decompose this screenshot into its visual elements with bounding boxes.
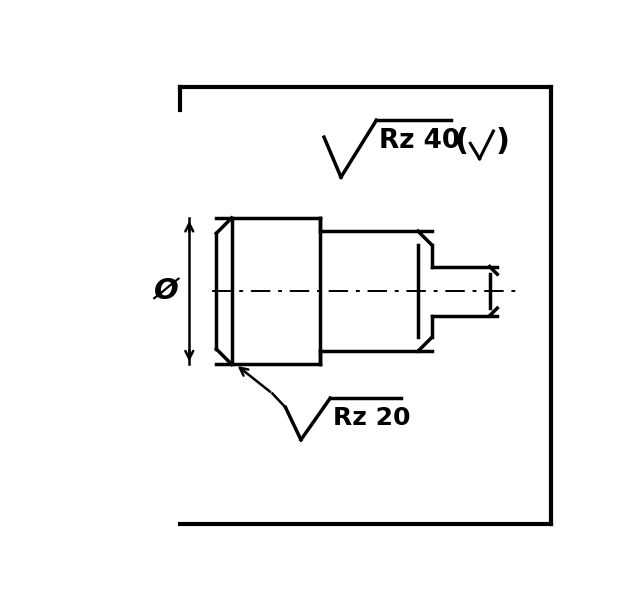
Text: Rz 40: Rz 40: [380, 128, 461, 154]
Text: Rz 20: Rz 20: [334, 406, 411, 430]
Text: ): ): [496, 126, 510, 155]
Text: (: (: [454, 126, 468, 155]
Text: Ø: Ø: [154, 277, 178, 305]
